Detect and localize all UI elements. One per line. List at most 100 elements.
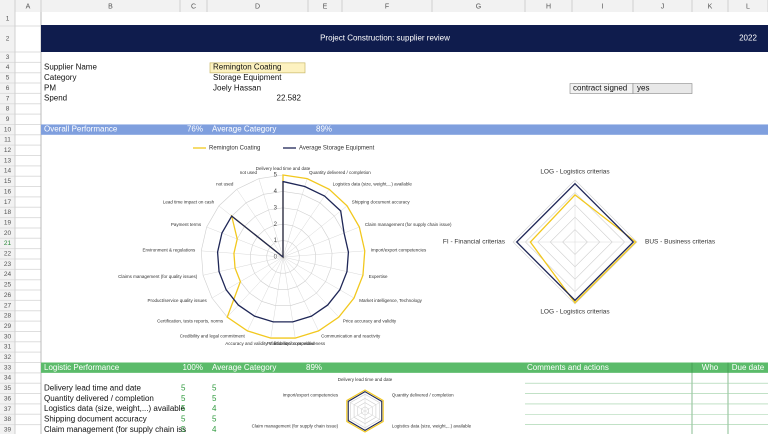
overall-avg-label: Average Category bbox=[212, 125, 276, 134]
column-header: I bbox=[602, 3, 604, 10]
spoke bbox=[282, 256, 339, 318]
axis-label: Quantity delivered / completion bbox=[309, 170, 371, 175]
item-avg: 5 bbox=[212, 415, 217, 424]
row-header: 12 bbox=[4, 147, 12, 154]
axis-label: Logistics data (size, weight,...) availa… bbox=[392, 424, 472, 429]
row-header: 8 bbox=[6, 106, 10, 113]
spoke bbox=[282, 250, 365, 258]
axis-label: Profitability / competitiveness bbox=[267, 341, 326, 346]
axis-label: Delivery lead time and date bbox=[338, 377, 393, 382]
spoke bbox=[236, 189, 284, 258]
axis-label: Credibility and legal commitment bbox=[180, 333, 246, 338]
axis-label: Price accuracy and validity bbox=[343, 319, 397, 324]
axis-label: not used bbox=[240, 170, 258, 175]
row-header: 25 bbox=[4, 282, 12, 289]
axis-label: Expertise bbox=[369, 274, 388, 279]
row-header: 14 bbox=[4, 168, 12, 175]
title: Project Construction: supplier review bbox=[320, 34, 450, 43]
info-value: Remington Coating bbox=[213, 63, 281, 72]
item-avg: 5 bbox=[212, 383, 217, 392]
overall-score: 76% bbox=[187, 125, 203, 134]
logistic-avg: 89% bbox=[306, 363, 322, 372]
spoke bbox=[346, 400, 366, 412]
info-label: PM bbox=[44, 83, 56, 92]
row-header: 11 bbox=[4, 137, 11, 144]
axis-label: Logistics data (size, weight,...) availa… bbox=[333, 181, 413, 186]
spoke bbox=[247, 256, 284, 331]
contract-value-cell bbox=[632, 83, 693, 94]
row-header: 19 bbox=[4, 219, 12, 226]
axis-label: Claim management (for supply chain issue… bbox=[365, 222, 452, 227]
comments-header: Comments and actions bbox=[527, 363, 609, 372]
axis-label: Certification, tests reports, norms bbox=[157, 319, 224, 324]
spoke bbox=[364, 400, 384, 412]
item-score: 5 bbox=[181, 394, 186, 403]
spoke bbox=[282, 205, 348, 258]
radar-series bbox=[226, 174, 366, 339]
row-header: 7 bbox=[6, 95, 10, 102]
axis-label: Lead time impact on cash bbox=[163, 199, 215, 204]
radial-tick-label: 3 bbox=[274, 205, 278, 211]
axis-label: LOG - Logistics criterias bbox=[540, 169, 610, 176]
axis-label: Payment terms bbox=[171, 222, 202, 227]
column-header: E bbox=[323, 3, 328, 10]
item-avg: 4 bbox=[212, 404, 217, 413]
column-header: H bbox=[546, 3, 551, 10]
radar-series bbox=[216, 180, 350, 323]
row-header: 30 bbox=[4, 333, 12, 340]
item-name: Claim management (for supply chain iss bbox=[44, 425, 186, 434]
spoke bbox=[258, 178, 284, 258]
row-header: 17 bbox=[4, 199, 12, 206]
row-header: 15 bbox=[4, 178, 12, 185]
radial-tick-label: 2 bbox=[274, 222, 278, 228]
column-header: A bbox=[26, 3, 31, 10]
radar-series bbox=[346, 389, 384, 433]
column-header: G bbox=[476, 3, 481, 10]
contract-value: yes bbox=[637, 83, 649, 92]
row-header: 5 bbox=[6, 75, 10, 82]
grid-ring bbox=[266, 240, 300, 274]
axis-label: FI - Financial criterias bbox=[443, 239, 506, 246]
radial-tick-label: 4 bbox=[274, 189, 278, 195]
row-header: 26 bbox=[4, 292, 12, 299]
row-header: 39 bbox=[4, 426, 12, 433]
radial-tick-label: 1 bbox=[274, 238, 278, 244]
row-header: 29 bbox=[4, 323, 12, 330]
spoke bbox=[282, 256, 296, 339]
info-value: Joely Hassan bbox=[213, 83, 261, 92]
row-header: 3 bbox=[6, 54, 10, 61]
row-header: 2 bbox=[6, 36, 10, 43]
axis-label: not used bbox=[216, 181, 234, 186]
axis-label: Claim management (for supply chain issue… bbox=[252, 424, 339, 429]
column-header: F bbox=[385, 3, 389, 10]
spoke bbox=[364, 410, 384, 422]
grid-ring bbox=[233, 207, 333, 306]
item-score: 5 bbox=[181, 425, 186, 434]
axis-label: Product/service quality issues bbox=[148, 298, 208, 303]
spoke bbox=[282, 178, 308, 258]
spoke bbox=[282, 256, 363, 276]
legend-label: Remington Coating bbox=[209, 146, 260, 152]
row-header: 28 bbox=[4, 313, 12, 320]
row-header: 21 bbox=[4, 240, 12, 247]
row-header: 37 bbox=[4, 406, 12, 413]
row-header-bar bbox=[0, 12, 15, 434]
item-score: 5 bbox=[181, 415, 186, 424]
row-header: 22 bbox=[4, 251, 12, 258]
item-name: Delivery lead time and date bbox=[44, 383, 141, 392]
spoke bbox=[201, 250, 284, 258]
row-header: 1 bbox=[6, 16, 10, 23]
supplier-input bbox=[209, 62, 306, 74]
item-avg: 4 bbox=[212, 425, 217, 434]
row-header: 33 bbox=[4, 364, 12, 371]
column-header: J bbox=[661, 3, 665, 10]
row-header: 23 bbox=[4, 261, 12, 268]
axis-label: Claims management (for quality issues) bbox=[118, 274, 198, 279]
row-header: 4 bbox=[6, 64, 10, 71]
row-header: 9 bbox=[6, 116, 10, 123]
axis-label: Import/export competencies bbox=[283, 393, 339, 398]
axis-label: Accuracy and validity of information pro… bbox=[225, 341, 315, 346]
radar-series bbox=[529, 194, 637, 304]
axis-label: LOG - Logistics criterias bbox=[540, 309, 610, 316]
